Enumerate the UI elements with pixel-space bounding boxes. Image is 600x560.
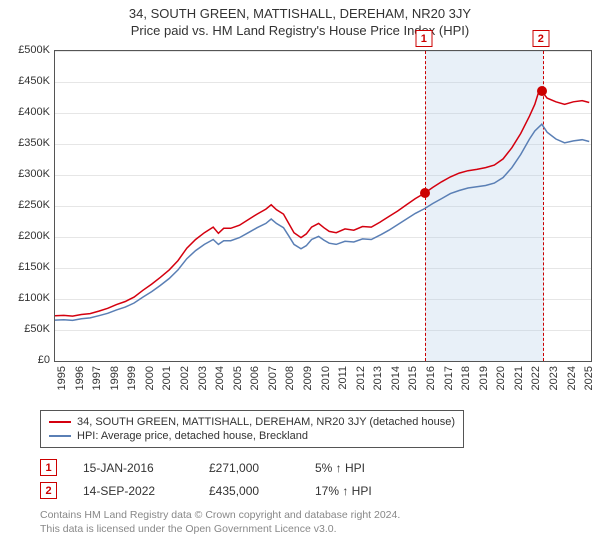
x-tick-label: 2003: [197, 366, 209, 390]
x-tick-label: 2011: [337, 366, 349, 390]
sale-marker-box: 2: [532, 30, 549, 47]
chart-area: £0 £50K £100K £150K £200K £250K £300K £350K £400…: [6, 44, 596, 404]
sale-row-num: 2: [40, 482, 57, 499]
x-tick-label: 1999: [126, 366, 138, 390]
series-line-hpi: [55, 124, 589, 320]
x-tick-label: 2002: [179, 366, 191, 390]
sale-marker-box: 1: [415, 30, 432, 47]
x-tick-label: 2021: [513, 366, 525, 390]
chart-figure: 34, SOUTH GREEN, MATTISHALL, DEREHAM, NR…: [0, 0, 600, 560]
legend-box: 34, SOUTH GREEN, MATTISHALL, DEREHAM, NR…: [40, 410, 464, 448]
legend-label: HPI: Average price, detached house, Brec…: [77, 430, 308, 442]
x-tick-label: 2007: [267, 366, 279, 390]
x-tick-label: 2010: [320, 366, 332, 390]
x-tick-label: 2014: [390, 366, 402, 390]
legend-swatch: [49, 421, 71, 423]
sale-row: 2 14-SEP-2022 £435,000 17% ↑ HPI: [40, 479, 580, 502]
x-tick-label: 2004: [214, 366, 226, 390]
series-line-subject: [55, 91, 589, 316]
footer-line2: This data is licensed under the Open Gov…: [40, 522, 580, 536]
sale-row-hpi: 5% ↑ HPI: [315, 461, 415, 475]
x-tick-label: 2005: [232, 366, 244, 390]
x-tick-label: 1995: [56, 366, 68, 390]
title-block: 34, SOUTH GREEN, MATTISHALL, DEREHAM, NR…: [0, 0, 600, 40]
y-tick-label: £400K: [6, 106, 50, 118]
y-tick-label: £150K: [6, 261, 50, 273]
x-tick-label: 2017: [443, 366, 455, 390]
x-tick-label: 2013: [372, 366, 384, 390]
x-tick-label: 2019: [478, 366, 490, 390]
x-tick-label: 2025: [583, 366, 595, 390]
legend-entry: HPI: Average price, detached house, Brec…: [49, 429, 455, 443]
x-tick-label: 1997: [91, 366, 103, 390]
plot-area: [54, 50, 592, 362]
y-tick-label: £200K: [6, 230, 50, 242]
x-tick-label: 2000: [144, 366, 156, 390]
title-subtitle: Price paid vs. HM Land Registry's House …: [0, 23, 600, 38]
sale-rows: 1 15-JAN-2016 £271,000 5% ↑ HPI 2 14-SEP-2022…: [40, 456, 580, 502]
x-tick-label: 1996: [74, 366, 86, 390]
x-tick-label: 2008: [284, 366, 296, 390]
sale-row-price: £271,000: [209, 461, 289, 475]
sale-row-hpi: 17% ↑ HPI: [315, 484, 415, 498]
y-tick-label: £500K: [6, 44, 50, 56]
x-tick-label: 2012: [355, 366, 367, 390]
legend-entry: 34, SOUTH GREEN, MATTISHALL, DEREHAM, NR…: [49, 415, 455, 429]
x-tick-label: 2020: [495, 366, 507, 390]
x-tick-label: 2023: [548, 366, 560, 390]
line-series-svg: [55, 51, 591, 361]
x-tick-label: 2018: [460, 366, 472, 390]
y-tick-label: £50K: [6, 323, 50, 335]
x-tick-label: 2001: [161, 366, 173, 390]
y-tick-label: £250K: [6, 199, 50, 211]
x-tick-label: 1998: [109, 366, 121, 390]
sale-row: 1 15-JAN-2016 £271,000 5% ↑ HPI: [40, 456, 580, 479]
x-tick-label: 2022: [530, 366, 542, 390]
footer-attribution: Contains HM Land Registry data © Crown c…: [40, 508, 580, 536]
y-tick-label: £300K: [6, 168, 50, 180]
sale-marker-dot: [537, 86, 547, 96]
y-tick-label: £100K: [6, 292, 50, 304]
legend-and-sales: 34, SOUTH GREEN, MATTISHALL, DEREHAM, NR…: [40, 410, 580, 502]
legend-swatch: [49, 435, 71, 437]
sale-row-date: 14-SEP-2022: [83, 484, 183, 498]
sale-row-date: 15-JAN-2016: [83, 461, 183, 475]
title-address: 34, SOUTH GREEN, MATTISHALL, DEREHAM, NR…: [0, 6, 600, 21]
x-tick-label: 2015: [407, 366, 419, 390]
y-tick-label: £0: [6, 354, 50, 366]
footer-line1: Contains HM Land Registry data © Crown c…: [40, 508, 580, 522]
y-tick-label: £450K: [6, 75, 50, 87]
y-tick-label: £350K: [6, 137, 50, 149]
x-tick-label: 2009: [302, 366, 314, 390]
sale-row-price: £435,000: [209, 484, 289, 498]
x-tick-label: 2006: [249, 366, 261, 390]
x-tick-label: 2024: [566, 366, 578, 390]
legend-label: 34, SOUTH GREEN, MATTISHALL, DEREHAM, NR…: [77, 416, 455, 428]
sale-row-num: 1: [40, 459, 57, 476]
sale-marker-dot: [420, 188, 430, 198]
x-tick-label: 2016: [425, 366, 437, 390]
